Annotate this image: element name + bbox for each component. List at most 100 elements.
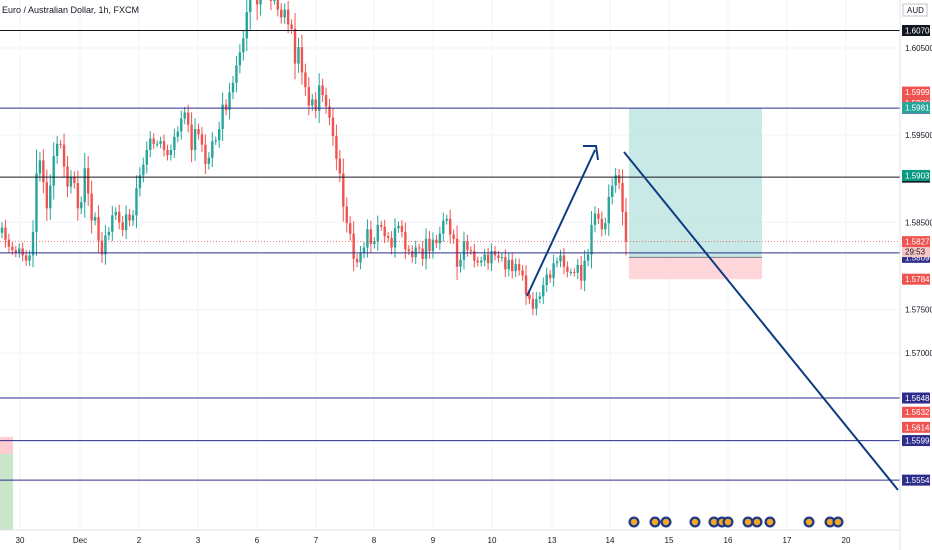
candle: [538, 291, 542, 304]
target-zone[interactable]: [629, 108, 762, 258]
candle: [335, 124, 338, 171]
candle-body: [548, 274, 552, 279]
candle-body: [331, 117, 335, 136]
candle-body: [80, 202, 83, 209]
time-tick-label: 17: [783, 536, 792, 545]
candle: [238, 44, 242, 74]
time-tick-label: 2: [137, 536, 142, 545]
event-icon-core: [766, 518, 774, 526]
candle-body: [283, 9, 286, 18]
candle-body: [18, 248, 21, 253]
candle-body: [159, 141, 162, 144]
candle-body: [490, 251, 493, 264]
candle: [576, 258, 579, 280]
currency-box: [902, 3, 928, 17]
price-tag-text: 1.58098: [905, 253, 932, 262]
event-flag-icon[interactable]: [803, 516, 815, 528]
symbol-title[interactable]: Euro / Australian Dollar, 1h, FXCM: [2, 5, 140, 15]
economic-events[interactable]: [628, 516, 844, 528]
candle: [193, 118, 197, 161]
candle-body: [269, 0, 273, 1]
event-flag-icon[interactable]: [628, 516, 640, 528]
event-icon-core: [630, 518, 638, 526]
candle-body: [317, 85, 321, 111]
candle-body: [473, 251, 476, 261]
currency-label: AUD: [902, 3, 928, 17]
candle-body: [183, 112, 186, 119]
candle-body: [417, 247, 421, 249]
candle: [624, 197, 628, 256]
candle-body: [504, 257, 507, 270]
candle-body: [169, 149, 173, 156]
event-flag-icon[interactable]: [722, 516, 734, 528]
candle: [569, 268, 573, 276]
event-flag-icon[interactable]: [649, 516, 661, 528]
candle-body: [73, 176, 76, 184]
candle-body: [566, 266, 569, 272]
candle: [176, 126, 180, 143]
candle: [442, 212, 445, 242]
event-flag-icon[interactable]: [660, 516, 672, 528]
candle-body: [476, 260, 479, 263]
event-flag-icon[interactable]: [751, 516, 763, 528]
candle: [352, 221, 355, 272]
candle: [59, 140, 62, 149]
candle: [124, 205, 128, 240]
candle: [417, 243, 421, 253]
candle-body: [66, 166, 69, 187]
candle-body: [286, 9, 290, 25]
candle: [273, 0, 276, 5]
candle-body: [511, 259, 514, 272]
candle-body: [311, 99, 314, 106]
candle-body: [76, 183, 80, 209]
price-tag-text: 1.59037: [905, 171, 932, 180]
price-tag: 1.57847: [902, 273, 932, 285]
candle: [304, 63, 307, 96]
horizontal-lines[interactable]: [0, 30, 900, 481]
event-flag-icon[interactable]: [689, 516, 701, 528]
candle: [545, 267, 548, 293]
trend-drawings[interactable]: [526, 145, 899, 491]
price-axis[interactable]: 1.60500 1.59500 1.58500 1.57500 1.57000 1.607…: [899, 0, 932, 550]
stop-zone[interactable]: [629, 257, 762, 280]
time-tick-label: 8: [372, 536, 377, 545]
candle: [97, 205, 100, 253]
up-arrow-line[interactable]: [526, 149, 596, 297]
event-icon-core: [724, 518, 732, 526]
price-tick-label: 1.57500: [905, 305, 932, 314]
price-label-bg: [902, 435, 930, 447]
candle: [162, 134, 166, 157]
down-trend-line[interactable]: [623, 151, 899, 491]
position-zones[interactable]: [0, 108, 762, 530]
candle-body: [431, 239, 435, 252]
candle-body: [166, 149, 169, 156]
candle-body: [359, 252, 362, 263]
event-icon-core: [834, 518, 842, 526]
event-flag-icon[interactable]: [708, 516, 720, 528]
candle: [355, 254, 359, 268]
candle-body: [345, 206, 348, 224]
price-tag-text: 1.57847: [905, 275, 932, 284]
candle: [597, 208, 600, 225]
candle: [183, 106, 186, 125]
event-flag-icon[interactable]: [832, 516, 844, 528]
candle-body: [528, 294, 531, 299]
price-tag: 1.59994: [902, 86, 932, 98]
candle: [217, 121, 221, 148]
candle: [400, 220, 404, 238]
candle: [204, 134, 207, 175]
candle-body: [14, 250, 17, 253]
price-label-text: 1.55996: [905, 437, 932, 446]
time-axis[interactable]: 30 Dec 2 3 6 7 8 9 10 13 14 15 16 17 20: [0, 529, 900, 545]
candle: [342, 158, 345, 222]
event-flag-icon[interactable]: [742, 516, 754, 528]
candle-body: [514, 264, 517, 272]
candle: [221, 92, 224, 142]
event-flag-icon[interactable]: [764, 516, 776, 528]
event-flag-icon[interactable]: [824, 516, 836, 528]
candle-body: [421, 248, 424, 259]
left-stop-zone: [0, 437, 13, 454]
candle-body: [559, 255, 562, 262]
candle-body: [86, 168, 90, 194]
